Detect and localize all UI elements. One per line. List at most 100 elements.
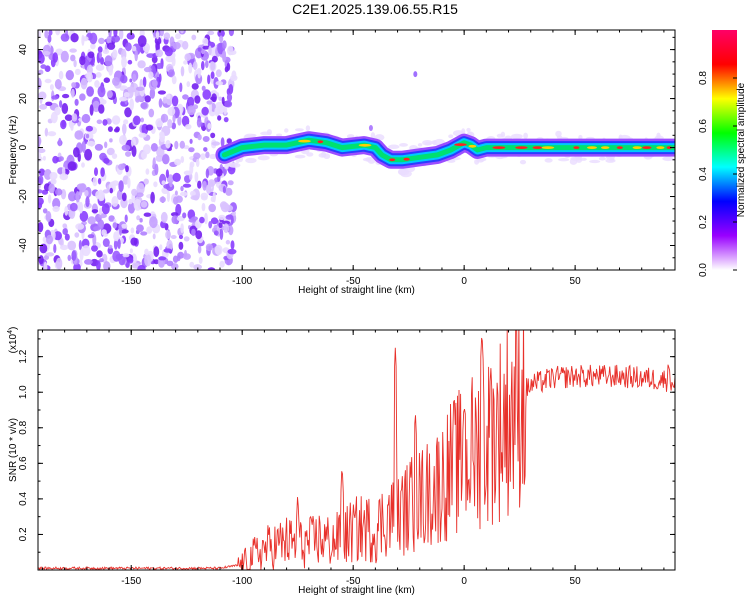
noise-blob — [215, 81, 224, 86]
noise-blob — [214, 106, 221, 115]
noise-blob — [203, 147, 208, 152]
noise-blob — [194, 95, 201, 104]
noise-blob — [174, 190, 178, 196]
noise-blob — [50, 178, 57, 185]
noise-blob — [98, 37, 105, 45]
haze-blob — [294, 128, 304, 132]
noise-blob — [186, 81, 191, 88]
noise-blob — [44, 30, 49, 39]
noise-blob — [205, 168, 210, 179]
noise-blob — [75, 191, 80, 203]
haze-blob — [461, 128, 466, 136]
noise-blob — [99, 258, 104, 263]
noise-blob — [101, 203, 110, 215]
colorbar-tick-label: 0.4 — [698, 167, 709, 181]
noise-blob — [140, 102, 148, 109]
colorbar-tick-label: 0.6 — [698, 119, 709, 133]
haze-blob — [228, 162, 238, 168]
snr-y-label: SNR (10 * v/v) — [8, 418, 19, 482]
noise-blob — [149, 87, 156, 99]
noise-blob — [43, 255, 50, 260]
noise-blob — [201, 60, 205, 71]
noise-blob — [108, 63, 113, 76]
noise-blob — [86, 86, 94, 97]
haze-blob — [609, 158, 615, 162]
ridge-core-mark — [403, 157, 410, 161]
noise-blob — [71, 82, 77, 88]
noise-blob — [78, 201, 84, 214]
noise-blob — [49, 172, 58, 180]
noise-blob — [148, 108, 155, 118]
noise-blob — [121, 223, 128, 229]
haze-blob — [305, 125, 311, 132]
noise-blob — [107, 126, 113, 132]
noise-blob — [97, 46, 103, 53]
noise-blob — [159, 244, 163, 251]
noise-blob — [67, 161, 77, 171]
noise-blob — [222, 40, 227, 49]
noise-blob — [143, 66, 152, 73]
haze-blob — [511, 133, 523, 140]
noise-blob — [42, 155, 46, 161]
noise-blob — [227, 248, 237, 255]
noise-blob — [126, 32, 135, 40]
noise-blob — [43, 261, 48, 270]
noise-blob — [100, 57, 104, 65]
noise-blob — [124, 107, 132, 118]
noise-blob — [198, 256, 203, 264]
noise-blob — [231, 70, 237, 80]
noise-blob — [98, 207, 102, 216]
noise-blob — [166, 260, 174, 267]
snr-plot-area — [38, 330, 675, 570]
noise-blob — [205, 60, 209, 69]
noise-blob — [108, 244, 113, 249]
noise-blob — [188, 147, 195, 153]
noise-blob — [62, 93, 70, 99]
ridge-core-mark — [515, 146, 528, 150]
haze-blob — [422, 139, 433, 146]
noise-blob — [98, 52, 102, 59]
noise-blob — [154, 163, 159, 176]
noise-blob — [151, 79, 158, 88]
y-tick-label: 1.0 — [18, 385, 29, 399]
ridge-core-mark — [358, 143, 372, 147]
noise-blob — [47, 131, 57, 137]
noise-blob — [55, 257, 63, 270]
noise-blob — [183, 145, 190, 150]
noise-blob — [52, 52, 58, 63]
noise-blob — [86, 64, 93, 75]
isolated-blip — [368, 124, 373, 131]
noise-blob — [49, 84, 54, 91]
noise-blob — [74, 130, 84, 140]
noise-blob — [120, 74, 128, 84]
heatmap-y-label: Frequency (Hz) — [8, 116, 19, 185]
noise-blob — [210, 196, 215, 203]
noise-blob — [185, 124, 192, 130]
noise-blob — [217, 115, 222, 121]
noise-blob — [167, 69, 175, 78]
noise-blob — [39, 103, 48, 110]
noise-blob — [124, 42, 132, 52]
noise-blob — [97, 219, 105, 230]
y-tick-label: 0 — [18, 144, 29, 150]
noise-blob — [69, 202, 78, 212]
noise-blob — [175, 33, 181, 40]
ridge-core-mark — [600, 146, 610, 150]
ridge-core-mark — [317, 140, 324, 144]
haze-blob — [519, 159, 527, 165]
noise-blob — [86, 72, 93, 83]
noise-blob — [99, 191, 105, 201]
ridge-core-mark — [492, 146, 506, 150]
noise-blob — [64, 206, 69, 216]
noise-blob — [143, 178, 149, 185]
y-tick-label: -20 — [18, 189, 29, 204]
noise-blob — [171, 56, 176, 67]
noise-blob — [163, 248, 173, 253]
haze-blob — [224, 163, 229, 170]
ridge-core-mark — [642, 146, 652, 150]
noise-blob — [38, 168, 46, 176]
noise-blob — [165, 169, 169, 179]
noise-blob — [172, 172, 181, 182]
noise-blob — [68, 191, 77, 202]
noise-blob — [142, 76, 147, 88]
